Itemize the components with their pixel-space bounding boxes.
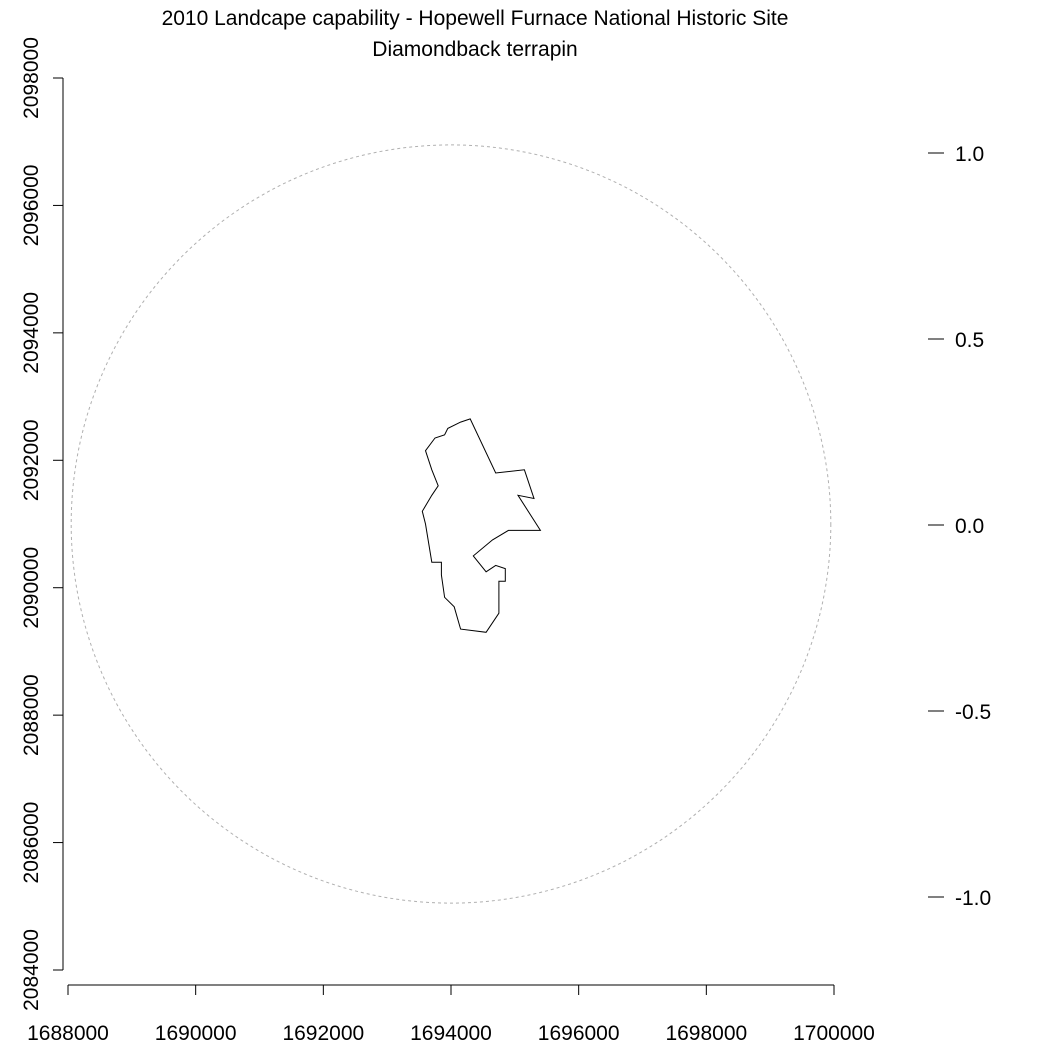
y-tick-label: 2092000	[20, 419, 43, 501]
x-tick-label: 1694000	[410, 1022, 492, 1045]
y-tick-label: 2088000	[20, 674, 43, 756]
y-tick-label: 2084000	[20, 929, 43, 1011]
x-axis: 1688000 1690000 1692000 1694000 1696000 16980…	[27, 984, 875, 1045]
y-tick-label: 2098000	[20, 37, 43, 119]
y-tick-label: 2094000	[20, 292, 43, 374]
legend-tick-label: 1.0	[955, 143, 984, 166]
legend-tick-label: 0.5	[955, 329, 984, 352]
buffer-circle	[70, 144, 832, 904]
legend-tick-label: -0.5	[955, 701, 991, 724]
y-tick-label: 2090000	[20, 547, 43, 629]
x-tick-label: 1690000	[155, 1022, 237, 1045]
legend-tick-label: 0.0	[955, 515, 984, 538]
legend-tick-label: -1.0	[955, 887, 991, 910]
chart-title: 2010 Landcape capability - Hopewell Furn…	[162, 7, 789, 30]
y-axis: 2084000 2086000 2088000 2090000 2092000 20940…	[20, 37, 64, 1011]
y-tick-label: 2086000	[20, 802, 43, 884]
x-tick-label: 1700000	[793, 1022, 875, 1045]
park-boundary	[421, 418, 542, 633]
x-tick-label: 1696000	[538, 1022, 620, 1045]
x-tick-label: 1698000	[665, 1022, 747, 1045]
plot-area	[70, 144, 832, 904]
x-tick-label: 1688000	[27, 1022, 109, 1045]
chart-subtitle: Diamondback terrapin	[372, 38, 577, 61]
legend-axis: 1.0 0.5 0.0 -0.5 -1.0	[928, 143, 991, 910]
x-tick-label: 1692000	[282, 1022, 364, 1045]
y-tick-label: 2096000	[20, 165, 43, 247]
